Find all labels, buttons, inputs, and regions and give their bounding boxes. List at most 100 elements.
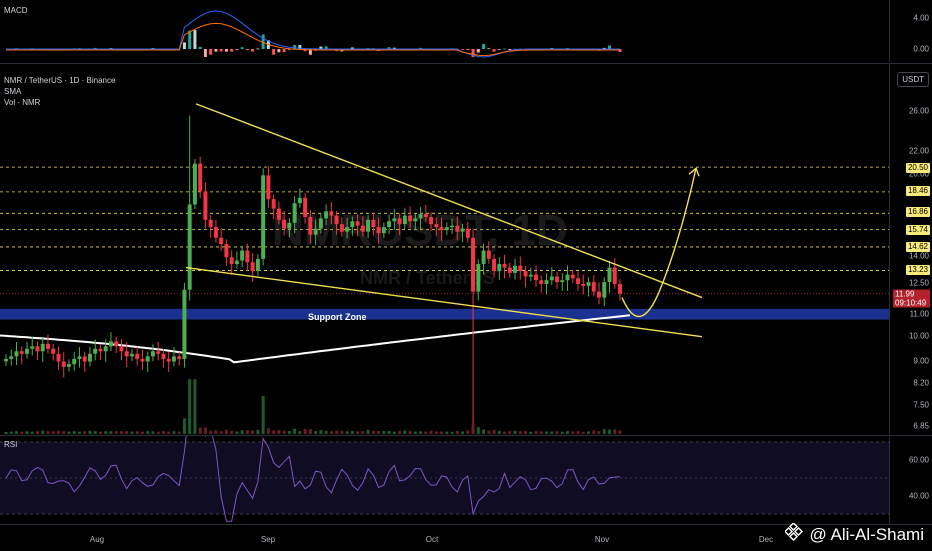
candle-body (497, 264, 502, 272)
candle-body (40, 343, 45, 352)
macd-histogram-bar (287, 49, 291, 50)
candle-body (439, 227, 444, 231)
volume-bar (555, 431, 559, 434)
macd-histogram-bar (182, 42, 186, 49)
candle-body (576, 278, 581, 284)
lower-trendline (185, 266, 703, 338)
time-axis[interactable]: Aug Sep Oct Nov Dec (0, 524, 932, 551)
macd-histogram-bar (487, 48, 491, 50)
macd-pane[interactable]: MACD 4.00 0.00 (0, 0, 932, 62)
volume-bar (366, 429, 370, 434)
volume-bar (188, 379, 192, 434)
time-label: Sep (260, 535, 276, 544)
volume-bar (282, 430, 286, 434)
volume-bar (482, 429, 486, 434)
volume-bar (319, 430, 323, 434)
macd-histogram-bar (471, 49, 475, 57)
macd-histogram-bar (93, 47, 97, 49)
macd-histogram-bar (503, 48, 507, 50)
candle-body (434, 224, 439, 228)
candle-body (313, 228, 318, 235)
candle-body (523, 271, 528, 277)
candle-body (166, 358, 171, 362)
price-axis[interactable]: USDT 26.00 22.00 20.00 17.00 14.00 12.50… (889, 64, 932, 434)
rsi-chart (0, 436, 890, 522)
macd-signal-line (6, 22, 620, 57)
candlestick-chart (0, 103, 890, 434)
time-label: Aug (89, 535, 105, 544)
candle-body (271, 199, 276, 209)
volume-bar (345, 431, 349, 434)
price-tick: 12.50 (908, 278, 929, 288)
candle-body (129, 353, 134, 357)
volume-bar (114, 431, 118, 434)
currency-badge[interactable]: USDT (897, 72, 929, 87)
sma-indicator-label[interactable]: SMA (4, 87, 22, 96)
volume-bar (356, 431, 360, 434)
volume-bar (392, 431, 396, 434)
price-tick: 22.00 (908, 146, 929, 156)
volume-bar (151, 431, 155, 434)
volume-bar (4, 432, 8, 434)
candle-body (392, 218, 397, 222)
macd-histogram-bar (224, 49, 228, 52)
volume-bar (182, 418, 186, 434)
macd-tick: 0.00 (913, 44, 929, 54)
macd-price-axis[interactable]: 4.00 0.00 (889, 0, 932, 62)
volume-bar (545, 431, 549, 434)
macd-histogram-bar (350, 47, 354, 49)
price-tick: 10.00 (908, 331, 929, 341)
macd-histogram-bar (193, 30, 197, 49)
candle-body (292, 203, 297, 223)
volume-bar (539, 431, 543, 434)
time-label: Oct (425, 535, 439, 544)
candle-body (135, 353, 140, 359)
candle-body (539, 280, 544, 284)
volume-bar (198, 427, 202, 434)
candle-body (602, 282, 607, 298)
candle-body (219, 237, 224, 245)
candle-body (534, 274, 539, 281)
volume-bar (566, 431, 570, 434)
volume-bar (130, 431, 134, 434)
symbol-line[interactable]: NMR / TetherUS · 1D · Binance (4, 76, 116, 85)
volume-bar (324, 430, 328, 434)
candle-body (402, 215, 407, 225)
volume-indicator-label[interactable]: Vol · NMR (4, 98, 41, 107)
candle-body (334, 215, 339, 225)
time-label: Dec (758, 535, 774, 544)
macd-histogram-bar (219, 49, 223, 52)
author-credit: @ Ali-Al-Shami (784, 521, 924, 546)
candle-body (339, 224, 344, 232)
volume-bar (314, 430, 318, 434)
volume-bar (161, 431, 165, 434)
candle-body (224, 244, 229, 258)
volume-bar (581, 431, 585, 434)
price-tick: 9.00 (913, 356, 929, 366)
pane-separator[interactable] (0, 435, 932, 436)
volume-bar (440, 431, 444, 434)
candle-body (408, 215, 413, 222)
rsi-pane[interactable]: RSI 60.00 40.00 (0, 436, 932, 524)
macd-histogram-bar (392, 47, 396, 49)
volume-bar (167, 431, 171, 434)
candle-body (198, 163, 203, 192)
sma-line (0, 314, 631, 364)
volume-bar (476, 427, 480, 434)
volume-bar (455, 431, 459, 434)
candle-body (376, 227, 381, 234)
candle-body (108, 341, 113, 347)
volume-bar (146, 431, 150, 434)
volume-bar (560, 431, 564, 434)
candle-body (555, 276, 560, 283)
candle-body (570, 274, 575, 279)
price-pane[interactable]: NMRUSDT, 1D NMR / TetherUS NMR / TetherU… (0, 64, 932, 434)
candle-body (492, 258, 497, 272)
candle-body (597, 291, 602, 298)
pane-separator[interactable] (0, 63, 932, 64)
macd-histogram-bar (298, 45, 302, 49)
candle-body (418, 214, 423, 219)
rsi-title[interactable]: RSI (4, 440, 18, 449)
rsi-axis[interactable]: 60.00 40.00 (889, 436, 932, 524)
macd-histogram-bar (513, 48, 517, 50)
